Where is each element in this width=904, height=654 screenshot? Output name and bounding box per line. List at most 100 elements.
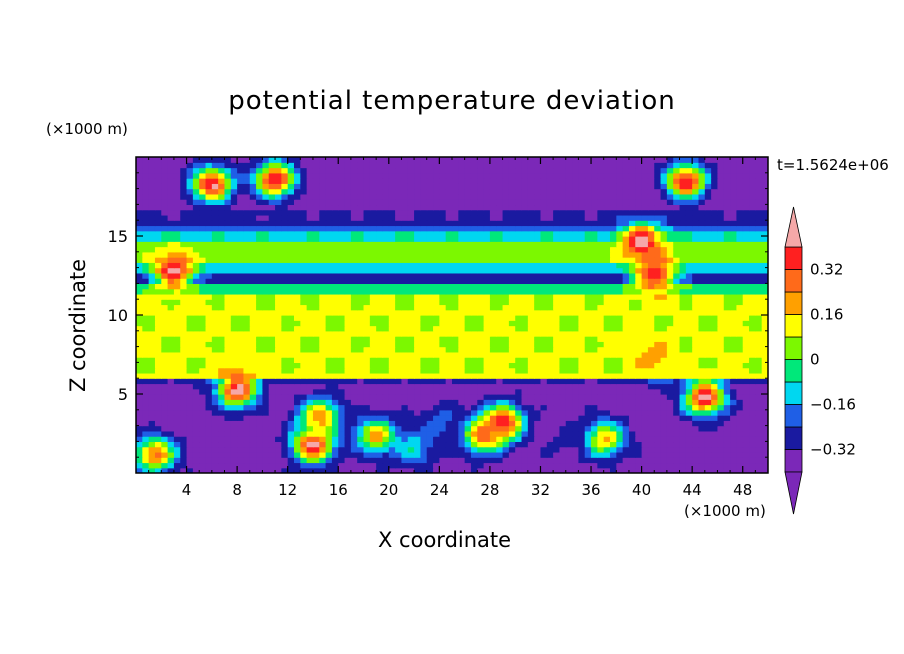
contour-cell [142,251,150,258]
contour-cell [685,309,693,316]
contour-cell [312,457,320,464]
contour-cell [331,399,339,406]
contour-cell [173,214,181,221]
contour-cell [572,362,579,369]
contour-cell [306,320,314,327]
contour-cell [167,383,175,390]
contour-cell [306,415,314,421]
contour-cell [154,436,162,443]
contour-cell [717,251,725,258]
contour-cell [622,283,630,290]
contour-cell [761,288,768,295]
contour-cell [628,394,636,400]
contour-cell [761,399,768,406]
contour-cell [142,446,150,453]
contour-cell [414,220,421,227]
contour-cell [445,341,453,348]
contour-cell [603,451,611,458]
contour-cell [281,378,289,385]
contour-cell [565,415,573,421]
contour-cell [711,336,719,342]
contour-cell [483,257,491,263]
contour-cell [578,304,586,311]
contour-cell [173,425,181,432]
contour-cell [679,351,687,358]
contour-cell [306,404,314,411]
contour-cell [357,415,365,421]
contour-cell [616,225,624,232]
contour-cell [597,441,605,448]
contour-cell [736,394,744,400]
contour-cell [527,214,535,221]
contour-cell [281,225,289,232]
contour-cell [325,436,333,443]
contour-cell [761,362,768,369]
contour-cell [489,430,497,437]
contour-cell [603,236,611,242]
contour-cell [376,351,384,358]
contour-cell [572,272,579,279]
contour-cell [439,425,447,432]
contour-cell [458,336,466,342]
contour-cell [268,214,276,221]
contour-cell [666,372,674,379]
contour-cell [628,451,636,458]
contour-cell [148,283,156,290]
contour-cell [610,288,617,295]
contour-cell [136,272,143,279]
contour-cell [395,304,403,311]
contour-cell [414,399,421,406]
contour-cell [660,404,668,411]
contour-cell [584,462,592,469]
contour-cell [161,246,169,253]
contour-cell [268,451,276,458]
contour-cell [407,394,415,400]
contour-cell [414,441,421,448]
contour-cell [489,315,497,321]
contour-cell [243,225,251,232]
contour-cell [161,394,169,400]
contour-cell [388,251,396,258]
contour-cell [527,351,535,358]
contour-cell [376,272,384,279]
contour-cell [300,272,308,279]
contour-cell [483,246,491,253]
contour-cell [230,367,238,374]
contour-cell [610,388,617,395]
contour-cell [452,288,459,295]
contour-cell [717,293,725,300]
contour-cell [161,267,169,274]
contour-cell [540,246,548,253]
contour-cell [723,362,731,369]
contour-cell [350,346,358,353]
contour-cell [755,462,763,469]
contour-cell [597,220,605,227]
contour-cell [230,262,238,269]
contour-cell [730,225,737,232]
contour-cell [369,330,377,337]
contour-cell [692,241,700,248]
contour-cell [654,341,662,348]
contour-cell [357,446,365,453]
contour-cell [584,278,592,285]
contour-cell [477,441,485,448]
contour-cell [243,467,251,473]
contour-cell [692,262,700,269]
contour-cell [730,214,737,221]
contour-cell [711,257,719,263]
contour-cell [591,251,598,258]
contour-cell [704,236,712,242]
contour-cell [237,257,245,263]
contour-cell [275,409,282,416]
contour-cell [401,420,409,427]
contour-cell [508,220,516,227]
contour-cell [426,367,434,374]
contour-cell [275,346,282,353]
contour-cell [584,404,592,411]
contour-cell [458,257,466,263]
contour-cell [407,288,415,295]
contour-cell [142,267,150,274]
contour-cell [306,267,314,274]
contour-cell [515,378,523,385]
contour-cell [243,315,251,321]
